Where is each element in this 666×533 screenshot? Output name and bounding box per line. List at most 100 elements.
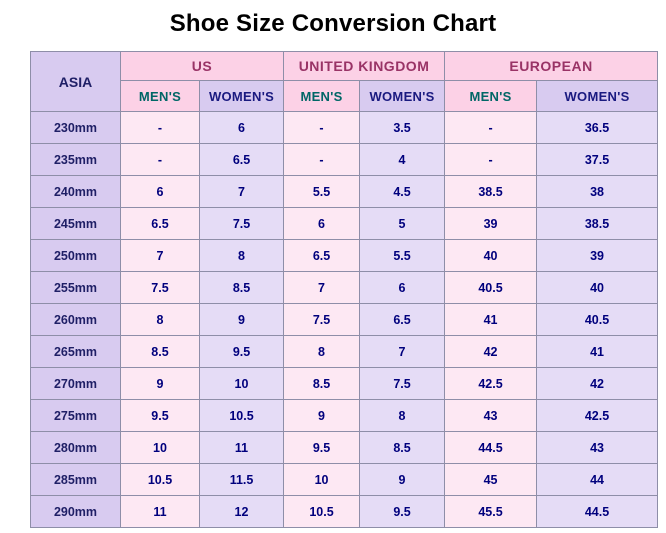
table-row: 255mm 7.5 8.5 7 6 40.5 40 bbox=[30, 271, 659, 304]
size-cell: 6 bbox=[198, 111, 285, 144]
uk-mens-header: MEN'S bbox=[283, 80, 361, 112]
asia-size-label: 260mm bbox=[30, 303, 121, 336]
size-cell: 9 bbox=[120, 367, 200, 400]
us-mens-header: MEN'S bbox=[120, 80, 200, 112]
asia-size-label: 255mm bbox=[30, 271, 121, 304]
table-row: 240mm 6 7 5.5 4.5 38.5 38 bbox=[30, 175, 659, 208]
size-cell: 5.5 bbox=[359, 239, 446, 272]
asia-size-label: 265mm bbox=[30, 335, 121, 368]
asia-size-label: 235mm bbox=[30, 143, 121, 176]
size-cell: 9 bbox=[359, 463, 446, 496]
asia-header: ASIA bbox=[30, 51, 121, 112]
asia-size-label: 285mm bbox=[30, 463, 121, 496]
size-cell: 8 bbox=[198, 239, 285, 272]
size-cell: 38 bbox=[536, 175, 659, 208]
table-row: 275mm 9.5 10.5 9 8 43 42.5 bbox=[30, 399, 659, 432]
size-cell: 41 bbox=[444, 303, 538, 336]
size-cell: 40 bbox=[444, 239, 538, 272]
size-cell: 44 bbox=[536, 463, 659, 496]
size-cell: 8.5 bbox=[120, 335, 200, 368]
sub-header-row: MEN'S WOMEN'S MEN'S WOMEN'S MEN'S WOMEN'… bbox=[31, 80, 659, 112]
size-cell: 7.5 bbox=[283, 303, 361, 336]
table-row: 245mm 6.5 7.5 6 5 39 38.5 bbox=[30, 207, 659, 240]
size-cell: 10 bbox=[120, 431, 200, 464]
table-header: ASIA US UNITED KINGDOM EUROPEAN MEN'S WO… bbox=[30, 51, 659, 112]
table-row: 230mm -6-3.5-36.5 bbox=[30, 111, 659, 144]
size-cell: 8.5 bbox=[198, 271, 285, 304]
size-cell: 12 bbox=[198, 495, 285, 528]
size-cell: 9 bbox=[283, 399, 361, 432]
table-row: 270mm 9 10 8.5 7.5 42.5 42 bbox=[30, 367, 659, 400]
size-cell: 10 bbox=[283, 463, 361, 496]
size-cell: - bbox=[283, 111, 361, 144]
group-header-row: ASIA US UNITED KINGDOM EUROPEAN bbox=[30, 51, 659, 112]
table-row: 250mm 7 8 6.5 5.5 40 39 bbox=[30, 239, 659, 272]
size-cell: 40.5 bbox=[536, 303, 659, 336]
asia-size-label: 250mm bbox=[30, 239, 121, 272]
size-cell: 3.5 bbox=[359, 111, 446, 144]
size-cell: 44.5 bbox=[536, 495, 659, 528]
size-cell: 43 bbox=[536, 431, 659, 464]
size-cell: 38.5 bbox=[444, 175, 538, 208]
size-cell: - bbox=[444, 111, 538, 144]
group-header-european: EUROPEAN bbox=[444, 51, 659, 81]
size-cell: 36.5 bbox=[536, 111, 659, 144]
size-cell: 41 bbox=[536, 335, 659, 368]
size-cell: 7.5 bbox=[359, 367, 446, 400]
size-cell: 45 bbox=[444, 463, 538, 496]
asia-size-label: 240mm bbox=[30, 175, 121, 208]
size-cell: 7 bbox=[120, 239, 200, 272]
table-row: 265mm 8.5 9.5 8 7 42 41 bbox=[30, 335, 659, 368]
size-cell: 7 bbox=[198, 175, 285, 208]
size-cell: 11 bbox=[198, 431, 285, 464]
size-cell: 8 bbox=[283, 335, 361, 368]
size-cell: 38.5 bbox=[536, 207, 659, 240]
table-row: 285mm 10.5 11.5 10 9 45 44 bbox=[30, 463, 659, 496]
size-cell: - bbox=[283, 143, 361, 176]
size-cell: 42 bbox=[536, 367, 659, 400]
page-title: Shoe Size Conversion Chart bbox=[169, 10, 497, 37]
size-cell: 39 bbox=[444, 207, 538, 240]
size-cell: 8 bbox=[120, 303, 200, 336]
size-cell: 4.5 bbox=[359, 175, 446, 208]
asia-size-label: 245mm bbox=[30, 207, 121, 240]
asia-size-label: 280mm bbox=[30, 431, 121, 464]
size-cell: 10.5 bbox=[198, 399, 285, 432]
group-header-united-kingdom: UNITED KINGDOM bbox=[283, 51, 446, 81]
size-cell: - bbox=[444, 143, 538, 176]
size-cell: 5 bbox=[359, 207, 446, 240]
shoe-size-conversion-table: ASIA US UNITED KINGDOM EUROPEAN MEN'S WO… bbox=[30, 51, 659, 528]
size-cell: 6.5 bbox=[359, 303, 446, 336]
table-body: 230mm -6-3.5-36.5 235mm -6.5-4-37.5 240mm 6 7 5… bbox=[30, 111, 659, 528]
size-cell: 43 bbox=[444, 399, 538, 432]
size-cell: 40 bbox=[536, 271, 659, 304]
size-cell: 44.5 bbox=[444, 431, 538, 464]
uk-womens-header: WOMEN'S bbox=[359, 80, 446, 112]
size-cell: 10.5 bbox=[120, 463, 200, 496]
us-womens-header: WOMEN'S bbox=[198, 80, 285, 112]
size-cell: 6 bbox=[359, 271, 446, 304]
asia-size-label: 290mm bbox=[30, 495, 121, 528]
size-cell: 8 bbox=[359, 399, 446, 432]
group-header-us: US bbox=[119, 51, 285, 81]
size-cell: 9.5 bbox=[283, 431, 361, 464]
size-cell: 6 bbox=[283, 207, 361, 240]
table-row: 260mm 8 9 7.5 6.5 41 40.5 bbox=[30, 303, 659, 336]
size-cell: 5.5 bbox=[283, 175, 361, 208]
size-cell: 8.5 bbox=[359, 431, 446, 464]
table-row: 280mm 10 11 9.5 8.5 44.5 43 bbox=[30, 431, 659, 464]
size-cell: 39 bbox=[536, 239, 659, 272]
size-cell: 6.5 bbox=[283, 239, 361, 272]
eu-womens-header: WOMEN'S bbox=[536, 80, 659, 112]
asia-size-label: 275mm bbox=[30, 399, 121, 432]
size-cell: 9.5 bbox=[359, 495, 446, 528]
size-cell: 37.5 bbox=[536, 143, 659, 176]
size-cell: - bbox=[120, 111, 200, 144]
size-cell: 4 bbox=[359, 143, 446, 176]
size-cell: 7.5 bbox=[198, 207, 285, 240]
size-cell: - bbox=[120, 143, 200, 176]
size-cell: 6.5 bbox=[198, 143, 285, 176]
size-cell: 7 bbox=[283, 271, 361, 304]
size-cell: 9.5 bbox=[198, 335, 285, 368]
